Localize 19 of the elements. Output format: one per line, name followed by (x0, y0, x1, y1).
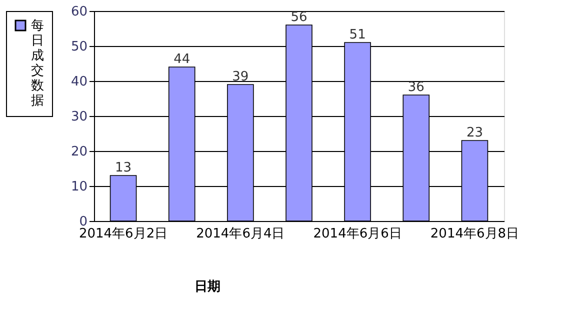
y-tick-label: 10 (70, 180, 88, 194)
data-label: 56 (290, 10, 308, 25)
x-tick-label: 2014年6月4日 (196, 226, 285, 242)
data-label: 44 (174, 52, 190, 67)
data-label: 51 (349, 28, 366, 42)
y-tick-label: 60 (70, 4, 88, 20)
data-label: 36 (408, 80, 424, 95)
y-tick-label: 50 (70, 40, 88, 54)
x-tick-label: 2014年6月2日 (78, 226, 168, 242)
data-label: 23 (466, 126, 483, 140)
x-tick-label: 2014年6月6日 (313, 226, 402, 242)
data-label: 13 (115, 160, 132, 176)
legend-label: 每日成交数据 (31, 18, 44, 108)
y-tick-label: 30 (70, 110, 88, 124)
y-tick-label: 20 (70, 144, 88, 160)
x-tick-label: 2014年6月8日 (430, 226, 520, 242)
data-label: 39 (232, 70, 249, 84)
y-tick-label: 40 (70, 74, 88, 90)
x-axis-title: 日期 (194, 280, 220, 294)
